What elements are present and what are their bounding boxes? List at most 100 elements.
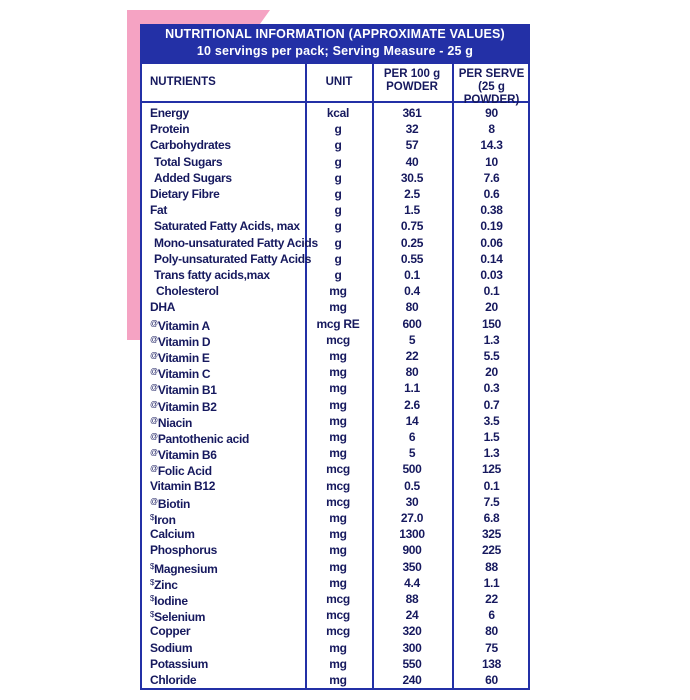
- nutrition-table: NUTRIENTS UNIT PER 100 g POWDER PER SERV…: [140, 62, 530, 690]
- footnote-mark: $: [150, 577, 155, 587]
- nutrient-name: Vitamin B12: [150, 478, 215, 494]
- nutrient-row: $Iron mg 27.0 6.8: [142, 510, 528, 528]
- nutrient-name: @Vitamin B2: [150, 397, 217, 415]
- footnote-mark: @: [150, 318, 158, 328]
- nutrient-row: @Niacin mg 14 3.5: [142, 413, 528, 430]
- per-100g: 27.0: [400, 511, 424, 525]
- nutrient-name: $Selenium: [150, 607, 205, 625]
- unit: mg: [329, 397, 347, 412]
- unit: mcg: [326, 608, 350, 623]
- nutrient-row: Energy kcal 361 90: [142, 105, 528, 121]
- per-serve: 10: [485, 154, 498, 169]
- nutrient-row: Saturated Fatty Acids, max g 0.75 0.19: [142, 218, 528, 234]
- nutrient-label: Poly-unsaturated Fatty Acids: [154, 251, 312, 266]
- per-serve: 20: [485, 365, 498, 380]
- per-100g: 6: [408, 430, 416, 444]
- per-100g: 5: [408, 332, 416, 347]
- per-100g: 0.55: [400, 251, 424, 266]
- nutrient-name: Phosphorus: [150, 542, 217, 558]
- per-100g: 0.1: [404, 268, 420, 282]
- nutrient-name: @Vitamin B1: [150, 380, 217, 398]
- nutrient-name: @Biotin: [150, 494, 190, 512]
- per-100g: 57: [405, 138, 419, 153]
- per-100g: 2.6: [404, 397, 420, 412]
- nutrient-row: @Vitamin B6 mg 5 1.3: [142, 445, 528, 463]
- unit: mg: [329, 413, 347, 428]
- per-serve: 0.19: [480, 219, 503, 234]
- nutrient-label: Trans fatty acids,max: [154, 268, 270, 282]
- column-header: PER SERVE (25 g POWDER): [453, 68, 530, 107]
- unit: mg: [329, 656, 347, 671]
- per-serve: 1.5: [483, 430, 500, 444]
- nutrient-row: Added Sugars g 30.5 7.6: [142, 170, 528, 186]
- unit: mg: [329, 349, 347, 363]
- nutrient-row: Potassium mg 550 138: [142, 656, 528, 672]
- per-serve: 3.5: [483, 413, 500, 428]
- nutrient-label: Vitamin D: [157, 334, 211, 349]
- nutrient-label: Iron: [154, 513, 176, 527]
- unit: g: [334, 154, 342, 169]
- per-100g: 0.4: [404, 284, 420, 299]
- unit: mcg: [326, 462, 350, 477]
- footnote-mark: @: [150, 464, 158, 474]
- nutrient-label: Vitamin C: [157, 367, 211, 382]
- nutrient-label: Selenium: [154, 610, 206, 625]
- per-serve: 60: [485, 673, 498, 687]
- header-line: POWDER: [386, 81, 438, 93]
- per-100g: 1.5: [404, 203, 420, 218]
- unit: mg: [329, 300, 347, 315]
- nutrient-row: Cholesterol mg 0.4 0.1: [142, 283, 528, 299]
- nutrient-row: @Vitamin D mcg 5 1.3: [142, 332, 528, 349]
- per-serve: 88: [485, 559, 498, 574]
- header-line: (25 g POWDER): [463, 81, 520, 106]
- nutrient-label: Vitamin E: [157, 351, 210, 365]
- footnote-mark: @: [150, 448, 158, 458]
- nutrient-name: Fat: [150, 202, 167, 218]
- nutrient-label: Niacin: [157, 415, 193, 430]
- nutrient-label: Zinc: [154, 577, 178, 592]
- footnote-mark: $: [150, 610, 155, 620]
- nutrient-name: @Vitamin A: [150, 316, 210, 334]
- unit: g: [334, 203, 342, 218]
- per-100g: 1.1: [404, 381, 420, 396]
- unit: mg: [329, 559, 347, 574]
- per-100g: 900: [402, 543, 422, 558]
- unit: mcg: [326, 332, 350, 347]
- per-100g: 300: [402, 640, 422, 655]
- nutrient-name: $Iodine: [150, 591, 188, 609]
- unit: mg: [329, 543, 347, 558]
- nutrient-label: Vitamin B1: [157, 383, 217, 398]
- nutrient-name: DHA: [150, 299, 175, 315]
- nutrient-label: Added Sugars: [154, 170, 232, 185]
- nutrient-name: $Iron: [150, 510, 176, 528]
- nutrient-label: Magnesium: [154, 561, 218, 576]
- per-100g: 550: [402, 656, 422, 671]
- per-100g: 0.75: [400, 219, 424, 234]
- unit: mg: [329, 446, 347, 461]
- unit: g: [334, 138, 342, 153]
- per-100g: 5: [408, 446, 416, 461]
- per-serve: 1.3: [483, 332, 500, 347]
- nutrient-name: Calcium: [150, 526, 195, 542]
- column-header: UNIT: [325, 76, 353, 88]
- per-100g: 0.5: [404, 478, 420, 493]
- per-serve: 225: [481, 543, 502, 558]
- nutrient-name: @Pantothenic acid: [150, 429, 249, 447]
- nutrient-name: @Vitamin B6: [150, 445, 217, 463]
- per-serve: 90: [485, 106, 498, 120]
- nutrient-row: @Folic Acid mcg 500 125: [142, 461, 528, 478]
- nutrient-row: @Pantothenic acid mg 6 1.5: [142, 429, 528, 447]
- per-serve: 125: [481, 462, 502, 477]
- unit: kcal: [326, 106, 350, 120]
- nutrient-row: Chloride mg 240 60: [142, 672, 528, 688]
- unit: mg: [329, 365, 347, 380]
- per-serve: 0.06: [480, 235, 503, 250]
- nutrient-name: Potassium: [150, 656, 208, 672]
- nutrient-name: Mono-unsaturated Fatty Acids: [154, 235, 318, 251]
- nutrient-row: Carbohydrates g 57 14.3: [142, 137, 528, 153]
- column-divider: [372, 64, 374, 688]
- header-line: PER SERVE: [458, 68, 525, 80]
- nutrient-label: Energy: [150, 106, 189, 120]
- unit: g: [334, 268, 342, 282]
- unit: mg: [329, 430, 347, 444]
